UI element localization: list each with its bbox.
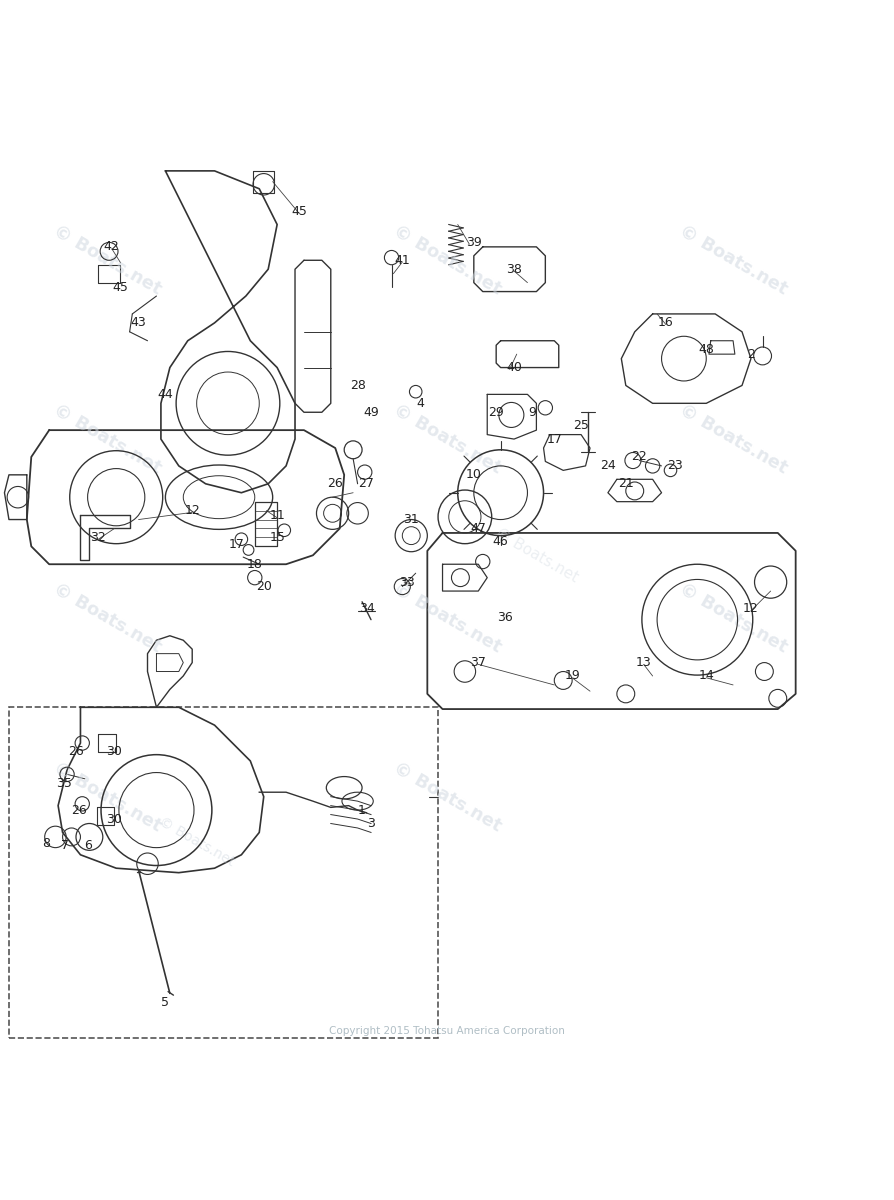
Text: © Boats.net: © Boats.net xyxy=(390,758,504,835)
Text: 40: 40 xyxy=(506,361,522,374)
Text: 46: 46 xyxy=(493,535,509,548)
Text: © Boats.net: © Boats.net xyxy=(50,222,164,299)
Text: 43: 43 xyxy=(131,317,147,329)
Text: 26: 26 xyxy=(71,804,87,816)
Text: 14: 14 xyxy=(698,670,714,683)
Text: 31: 31 xyxy=(403,514,419,526)
Text: 45: 45 xyxy=(291,205,308,217)
Text: 13: 13 xyxy=(636,656,652,670)
Text: 21: 21 xyxy=(618,478,634,491)
Text: 33: 33 xyxy=(399,576,415,589)
Text: 17: 17 xyxy=(546,432,562,445)
Text: 8: 8 xyxy=(43,836,50,850)
Text: © Boats.net: © Boats.net xyxy=(493,526,580,586)
Text: 44: 44 xyxy=(157,388,173,401)
Text: 12: 12 xyxy=(743,602,759,616)
Text: 1: 1 xyxy=(358,804,366,816)
Text: © Boats.net: © Boats.net xyxy=(50,758,164,835)
Text: © Boats.net: © Boats.net xyxy=(676,401,790,478)
Text: © Boats.net: © Boats.net xyxy=(156,814,237,869)
Text: © Boats.net: © Boats.net xyxy=(390,580,504,656)
Text: 23: 23 xyxy=(667,460,683,473)
Text: 45: 45 xyxy=(113,281,129,294)
Text: 19: 19 xyxy=(564,670,580,683)
Text: 16: 16 xyxy=(658,317,674,329)
Text: © Boats.net: © Boats.net xyxy=(50,401,164,478)
Text: 35: 35 xyxy=(56,776,72,790)
Text: 10: 10 xyxy=(466,468,482,481)
Text: 24: 24 xyxy=(600,460,616,473)
Text: 41: 41 xyxy=(394,253,410,266)
Text: 36: 36 xyxy=(497,611,513,624)
Text: 15: 15 xyxy=(269,530,285,544)
Text: 42: 42 xyxy=(104,240,120,253)
Text: 47: 47 xyxy=(470,522,486,535)
Text: 34: 34 xyxy=(358,602,375,616)
Text: 26: 26 xyxy=(68,745,84,758)
Text: 9: 9 xyxy=(528,406,536,419)
Text: 6: 6 xyxy=(84,839,91,852)
Text: © Boats.net: © Boats.net xyxy=(50,580,164,656)
Text: © Boats.net: © Boats.net xyxy=(676,580,790,656)
Text: © Boats.net: © Boats.net xyxy=(390,222,504,299)
Text: 38: 38 xyxy=(506,263,522,276)
Text: 25: 25 xyxy=(573,419,589,432)
Text: 48: 48 xyxy=(698,343,714,356)
Text: Copyright 2015 Tohatsu America Corporation: Copyright 2015 Tohatsu America Corporati… xyxy=(329,1026,565,1036)
Text: 17: 17 xyxy=(229,538,245,551)
Text: 32: 32 xyxy=(90,530,106,544)
Text: © Boats.net: © Boats.net xyxy=(676,222,790,299)
Text: 12: 12 xyxy=(184,504,200,517)
Text: 27: 27 xyxy=(358,478,375,491)
Text: 7: 7 xyxy=(62,839,69,852)
Text: 18: 18 xyxy=(247,558,263,571)
Text: 20: 20 xyxy=(256,580,272,593)
Text: © Boats.net: © Boats.net xyxy=(390,401,504,478)
Text: 49: 49 xyxy=(363,406,379,419)
Text: 5: 5 xyxy=(162,996,169,1009)
Text: 26: 26 xyxy=(327,478,343,491)
Text: 39: 39 xyxy=(466,236,482,248)
Text: 28: 28 xyxy=(350,379,366,392)
Text: 30: 30 xyxy=(106,745,122,758)
Text: 3: 3 xyxy=(367,817,375,830)
Text: 30: 30 xyxy=(106,812,122,826)
Text: 4: 4 xyxy=(417,397,424,410)
Text: 29: 29 xyxy=(488,406,504,419)
Text: 22: 22 xyxy=(631,450,647,463)
Text: 2: 2 xyxy=(747,348,755,361)
Text: 11: 11 xyxy=(269,509,285,522)
Text: 37: 37 xyxy=(470,656,486,670)
